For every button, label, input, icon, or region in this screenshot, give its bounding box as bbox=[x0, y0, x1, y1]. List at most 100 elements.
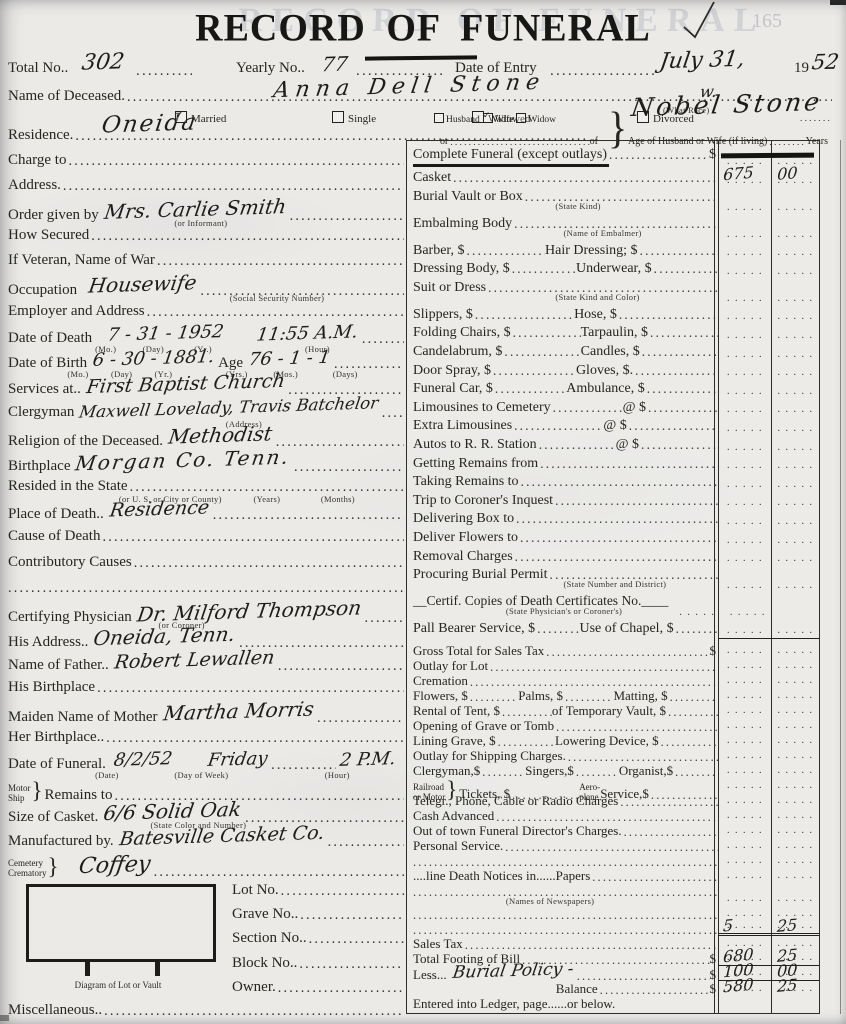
amount-dollars-cell bbox=[718, 996, 772, 1011]
sub-label: (State Color and Number) bbox=[150, 820, 247, 831]
field-label: Tarpaulin, $ bbox=[580, 325, 649, 341]
amount-dollars-cell bbox=[718, 492, 772, 511]
field-label: Maiden Name of Mother bbox=[8, 709, 158, 726]
barber-hair-dressing: Barber, $ Hair Dressing; $ bbox=[407, 242, 819, 261]
lot-field-blockno: Block No.. bbox=[232, 955, 404, 979]
amount-cents-cell bbox=[772, 763, 819, 778]
dotted-leader bbox=[467, 243, 545, 260]
year-handwritten: 52 bbox=[810, 49, 841, 75]
balance: Balance $58025 bbox=[407, 974, 819, 996]
field-label: Limousines to Cemetery bbox=[413, 399, 551, 415]
handwritten-value: Housewife bbox=[87, 270, 199, 299]
field-label: Casket bbox=[413, 170, 452, 185]
blank-line-1 bbox=[407, 853, 819, 868]
yearly-no-label: Yearly No.. bbox=[236, 60, 305, 76]
outlay-for-lot: Outlay for Lot bbox=[407, 658, 819, 673]
amount-cents-cell bbox=[772, 703, 819, 718]
field-label: $ bbox=[709, 642, 717, 658]
checkbox-label: Husband bbox=[446, 115, 480, 125]
checkmark-icon bbox=[678, 0, 736, 45]
field-label: $ bbox=[709, 966, 717, 982]
dotted-leader bbox=[317, 710, 404, 727]
suit-or-dress: Suit or Dress (State Kind and Color) bbox=[407, 279, 819, 306]
amount-cents-cell bbox=[772, 778, 819, 793]
trip-to-coroners-inquest: Trip to Coroner's Inquest bbox=[407, 492, 819, 511]
amount-cents-cell bbox=[772, 853, 819, 868]
dotted-leader bbox=[104, 1003, 404, 1020]
field-label: Entered into Ledger, page......or below. bbox=[413, 995, 616, 1011]
field-label: Cash Advanced bbox=[413, 807, 495, 823]
dotted-leader bbox=[515, 549, 718, 566]
field-label: Balance bbox=[555, 980, 598, 996]
birthplace: Birthplace Morgan Co. Tenn. bbox=[8, 445, 404, 478]
place-of-death: Place of Death.. Residence bbox=[8, 497, 404, 528]
amount-dollars-cell bbox=[718, 718, 772, 733]
yearly-no-value: 77 bbox=[320, 51, 350, 77]
maiden-name-of-mother: Maiden Name of Mother Martha Morris bbox=[8, 697, 404, 729]
field-label: Barber, $ bbox=[413, 242, 465, 258]
dotted-leader bbox=[382, 405, 404, 422]
lot-field-owner: Owner. bbox=[232, 979, 404, 1003]
date-of-funeral: Date of Funeral. 8/2/52 Friday 2 P.M. (Date)… bbox=[8, 748, 404, 780]
field-label: Contributory Causes bbox=[8, 553, 132, 570]
field-label: @ $ bbox=[603, 418, 627, 434]
burial-vault-or-box: Burial Vault or Box (State Kind) bbox=[407, 188, 819, 215]
amount-cents-cell bbox=[772, 718, 819, 733]
brace-glyph: } bbox=[47, 853, 59, 879]
field-label: Lot No. bbox=[232, 882, 279, 898]
sales-tax: Sales Tax bbox=[407, 936, 819, 951]
checked-checkbox-icon bbox=[175, 108, 187, 123]
dotted-leader bbox=[102, 529, 404, 546]
amount-cents-cell bbox=[772, 643, 819, 658]
field-label: Sales Tax bbox=[413, 935, 463, 951]
amount-cents-cell bbox=[772, 688, 819, 703]
dotted-leader bbox=[300, 907, 404, 924]
field-label: His Birthplace bbox=[8, 678, 96, 695]
sales-tax-entry: 5 25 bbox=[407, 915, 819, 936]
stacked-text: Motor Ship bbox=[8, 783, 31, 803]
sub-label: (or Coroner) bbox=[158, 619, 205, 630]
name-of-father: Name of Father.. Robert Lewallen bbox=[8, 646, 404, 679]
amount-dollars-cell bbox=[670, 593, 724, 620]
dotted-leader bbox=[642, 344, 718, 361]
field-label: Date of Funeral. bbox=[8, 756, 106, 773]
field-label: Suit or Dress bbox=[413, 279, 487, 295]
dotted-leader bbox=[106, 730, 404, 747]
blank-line-2 bbox=[407, 906, 819, 921]
checkbox-divorced: Divorced bbox=[637, 110, 694, 125]
field-label: Procuring Burial Permit bbox=[413, 567, 548, 583]
sub-label: (Months) bbox=[320, 494, 355, 505]
miscellaneous-row: Miscellaneous.. bbox=[8, 1002, 404, 1019]
amount-dollars-cell: 5 bbox=[718, 915, 772, 936]
amount-dollars-cell bbox=[718, 868, 772, 883]
spouse-name-value: Nobel Stone bbox=[629, 87, 825, 122]
deliver-flowers-to: Deliver Flowers to bbox=[407, 529, 819, 548]
amount-cents-cell bbox=[724, 593, 771, 620]
sub-label: (Name of Embalmer) bbox=[563, 227, 642, 238]
outlay-for-shipping-charges: Outlay for Shipping Charges. bbox=[407, 748, 819, 763]
amount-dollars-cell bbox=[718, 242, 772, 261]
field-label: Singers,$ bbox=[525, 762, 574, 778]
sub-label: (Mo.) bbox=[67, 368, 89, 379]
dotted-leader bbox=[520, 530, 718, 547]
sub-label: (Yr.) bbox=[194, 343, 212, 354]
dotted-leader bbox=[63, 178, 404, 195]
field-label: Removal Charges bbox=[413, 548, 513, 564]
dotted-leader bbox=[648, 400, 718, 417]
field-label: Flowers, $ bbox=[413, 687, 468, 703]
date-of-entry-value: July 31, bbox=[658, 46, 747, 75]
amount-dollars-cell bbox=[718, 510, 772, 529]
lot-field-lotno: Lot No. bbox=[232, 882, 404, 906]
amount-cents-cell bbox=[772, 529, 819, 548]
age-of-spouse-label: Age of Husband or Wife (if living) bbox=[628, 136, 768, 147]
empty-checkbox-icon bbox=[516, 113, 527, 123]
field-label: Less... bbox=[413, 966, 447, 982]
charges-box: Complete Funeral (except outlays)$Casket… bbox=[406, 140, 820, 1014]
funeral-car-ambulance: Funeral Car, $ Ambulance, $ bbox=[407, 380, 819, 399]
dotted-leader bbox=[514, 418, 603, 435]
stacked-text: Railroad or Motor bbox=[413, 781, 446, 802]
checkbox-single: Single bbox=[332, 110, 376, 125]
brace-glyph: } bbox=[31, 778, 43, 804]
